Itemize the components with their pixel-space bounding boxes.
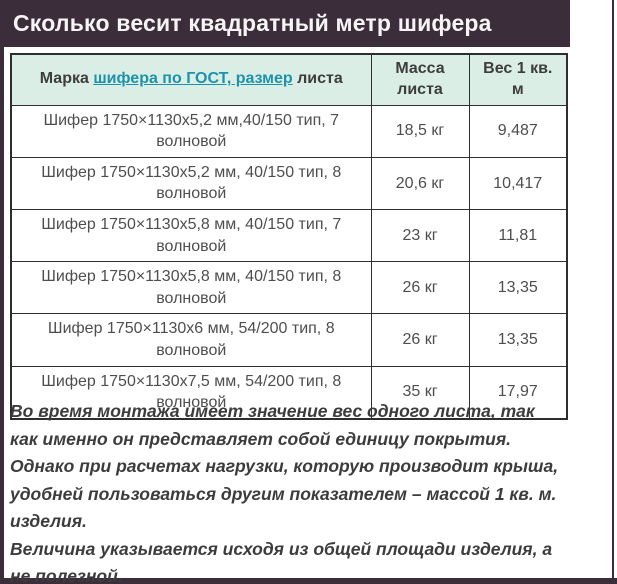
right-border bbox=[612, 0, 614, 584]
page-title: Сколько весит квадратный метр шифера bbox=[13, 10, 492, 36]
weight-cell: 10,417 bbox=[468, 156, 568, 210]
mark-cell: Шифер 1750×1130x5,2 мм, 40/150 тип, 8 во… bbox=[10, 156, 372, 210]
mass-cell: 35 кг bbox=[370, 365, 470, 420]
table-row: Шифер 1750×1130x5,2 мм,40/150 тип, 7 вол… bbox=[10, 104, 568, 158]
mass-cell: 26 кг bbox=[370, 313, 470, 367]
notes: Во время монтажа имеет значение вес одно… bbox=[10, 398, 562, 584]
mass-cell: 26 кг bbox=[370, 261, 470, 315]
bottom-border bbox=[0, 578, 617, 584]
weight-cell: 13,35 bbox=[468, 313, 568, 367]
table-row: Шифер 1750×1130x5,8 мм, 40/150 тип, 8 во… bbox=[10, 261, 568, 315]
weight-cell: 17,97 bbox=[468, 365, 568, 420]
table-row: Шифер 1750×1130x7,5 мм, 54/200 тип, 8 во… bbox=[10, 365, 568, 420]
weight-cell: 13,35 bbox=[468, 261, 568, 315]
mark-cell: Шифер 1750×1130x5,8 мм, 40/150 тип, 7 во… bbox=[10, 208, 372, 263]
mass-cell: 23 кг bbox=[370, 208, 470, 263]
note-paragraph: Однако при расчетах нагрузки, которую пр… bbox=[10, 456, 559, 531]
col-header-weight: Вес 1 кв. м bbox=[468, 53, 568, 106]
note-paragraph: Во время монтажа имеет значение вес одно… bbox=[10, 401, 535, 449]
gost-size-link[interactable]: шифера по ГОСТ, размер bbox=[93, 70, 293, 88]
title-bar: Сколько весит квадратный метр шифера bbox=[0, 0, 570, 47]
mass-cell: 20,6 кг bbox=[370, 156, 470, 210]
col-header-mark-suffix: листа bbox=[292, 70, 343, 88]
weight-cell: 9,487 bbox=[468, 104, 568, 158]
mark-cell: Шифер 1750×1130x7,5 мм, 54/200 тип, 8 во… bbox=[10, 365, 372, 420]
table-row: Шифер 1750×1130x5,8 мм, 40/150 тип, 7 во… bbox=[10, 208, 568, 263]
col-header-mark-prefix: Марка bbox=[39, 70, 94, 88]
table-row: Шифер 1750×1130x5,2 мм, 40/150 тип, 8 во… bbox=[10, 156, 568, 210]
shifer-weight-table: Марка шифера по ГОСТ, размер листа Масса… bbox=[10, 53, 568, 420]
col-header-mass: Масса листа bbox=[370, 53, 470, 106]
col-header-mark: Марка шифера по ГОСТ, размер листа bbox=[10, 53, 372, 106]
weight-cell: 11,81 bbox=[468, 208, 568, 263]
mark-cell: Шифер 1750×1130x5,2 мм,40/150 тип, 7 вол… bbox=[10, 104, 372, 158]
note-paragraph: Величина указывается исходя из общей пло… bbox=[10, 538, 553, 584]
mark-cell: Шифер 1750×1130x6 мм, 54/200 тип, 8 волн… bbox=[10, 313, 372, 367]
table-header-row: Марка шифера по ГОСТ, размер листа Масса… bbox=[10, 53, 568, 106]
mass-cell: 18,5 кг bbox=[370, 104, 470, 158]
mark-cell: Шифер 1750×1130x5,8 мм, 40/150 тип, 8 во… bbox=[10, 261, 372, 315]
left-border bbox=[0, 0, 4, 584]
table-row: Шифер 1750×1130x6 мм, 54/200 тип, 8 волн… bbox=[10, 313, 568, 367]
